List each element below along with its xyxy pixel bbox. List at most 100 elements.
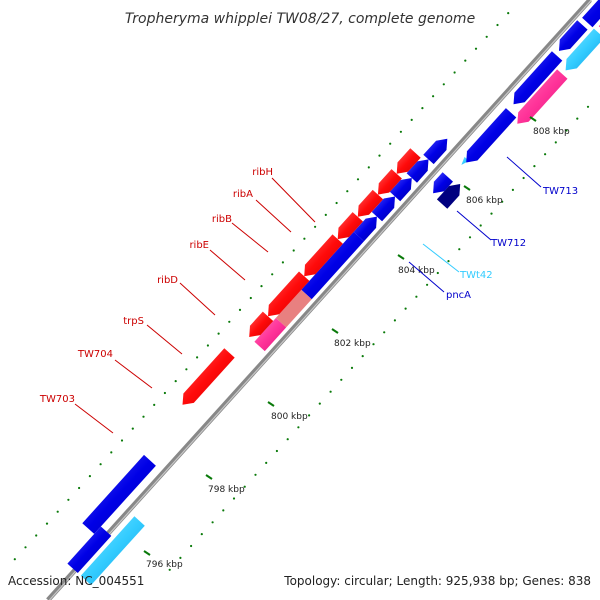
ring-dot <box>249 296 252 300</box>
ring-dot <box>361 355 364 358</box>
forward-gene-TW713[interactable] <box>513 51 563 105</box>
gene-label-TW703[interactable]: TW703 <box>39 394 75 405</box>
reverse-gene-trpS[interactable] <box>268 271 310 317</box>
ring-dot <box>367 166 370 169</box>
ring-dot <box>335 201 338 205</box>
reverse-gene-red-4[interactable] <box>337 212 363 240</box>
ring-dot <box>485 35 488 38</box>
ring-dot <box>410 118 413 121</box>
ring-dot <box>67 498 70 501</box>
ring-dot <box>496 23 499 27</box>
ring-dot <box>120 439 124 442</box>
gene-label-TW704[interactable]: TW704 <box>77 349 113 360</box>
ring-dot <box>565 129 568 132</box>
ring-dot <box>458 248 461 251</box>
ring-dot <box>35 534 38 537</box>
ring-dot <box>442 83 445 86</box>
ring-dot <box>56 510 59 513</box>
forward-gene-ribA[interactable] <box>406 159 429 183</box>
ring-dot <box>190 544 193 548</box>
ring-dot <box>45 522 49 525</box>
kbp-tick-5 <box>463 185 471 191</box>
ring-dot <box>383 331 386 334</box>
ring-dot <box>468 236 472 239</box>
ring-dot <box>286 438 289 441</box>
trna-TWt42[interactable] <box>461 156 469 165</box>
ring-dot <box>372 343 375 346</box>
reverse-gene-red-6[interactable] <box>377 169 402 195</box>
ring-dot <box>200 533 203 536</box>
forward-gene-ribH[interactable] <box>423 138 448 165</box>
ring-dot <box>576 117 579 120</box>
ring-dot <box>426 283 429 286</box>
gene-label-trpS[interactable]: trpS <box>123 316 144 327</box>
ring-dot <box>378 154 381 157</box>
ring-dot <box>185 368 188 371</box>
reverse-gene-red-7[interactable] <box>396 148 421 174</box>
gene-label-ribA[interactable]: ribA <box>233 189 253 200</box>
gene-label-TW712[interactable]: TW712 <box>490 238 526 249</box>
gene-label-TW713[interactable]: TW713 <box>542 186 578 197</box>
trna-upper[interactable] <box>565 28 600 71</box>
ring-dot <box>275 449 278 453</box>
forward-gene-faded[interactable] <box>275 289 312 328</box>
gene-label-pncA[interactable]: pncA <box>446 290 471 301</box>
gene-label-ribD[interactable]: ribD <box>157 275 178 286</box>
ring-dot <box>389 142 392 145</box>
ring-dot <box>222 509 225 512</box>
ring-dot <box>88 475 91 478</box>
ring-dot <box>447 260 450 263</box>
reverse-gene-red-1[interactable] <box>249 311 274 337</box>
forward-gene-pncA[interactable] <box>433 172 453 194</box>
forward-gene-ribD-trpS[interactable] <box>301 231 364 300</box>
trna-block-lower[interactable] <box>80 516 145 586</box>
ring-dot <box>522 176 525 180</box>
ring-dot <box>479 224 482 227</box>
kbp-tick-4 <box>397 254 405 260</box>
ring-dot <box>308 414 311 417</box>
gene-label-ribB[interactable]: ribB <box>212 214 232 225</box>
dark-gene-pncA[interactable] <box>436 184 461 209</box>
feature-track <box>67 0 600 586</box>
forward-gene-lower[interactable] <box>67 526 112 574</box>
ring-dot <box>281 261 284 264</box>
ring-dot <box>544 153 547 156</box>
ring-dot <box>110 451 113 454</box>
kbp-label-798: 798 kbp <box>208 485 245 495</box>
ring-dot <box>228 320 231 323</box>
forward-gene-TW712[interactable] <box>466 108 517 163</box>
ring-dot <box>196 356 199 359</box>
ring-dot <box>415 295 418 298</box>
forward-gene-ribB[interactable] <box>389 178 412 202</box>
ring-dot <box>238 308 242 311</box>
ring-dot <box>421 107 424 110</box>
reverse-gene-red-3[interactable] <box>304 234 343 277</box>
ring-dot <box>586 105 590 108</box>
forward-gene-block-1[interactable] <box>82 454 156 534</box>
reverse-gene-pink-TW713[interactable] <box>517 69 568 124</box>
ring-dot <box>533 165 536 168</box>
accession-text: Accession: NC_004551 <box>8 574 144 588</box>
forward-gene-pink-TW704[interactable] <box>254 318 287 352</box>
forward-gene-upper-1[interactable] <box>559 20 588 51</box>
ring-dot <box>432 95 435 98</box>
reverse-gene-red-5[interactable] <box>357 189 384 217</box>
kbp-tick-1 <box>205 474 213 480</box>
gene-label-ribH[interactable]: ribH <box>252 167 273 178</box>
ring-dot <box>271 273 274 276</box>
kbp-tick-0 <box>143 550 151 556</box>
ring-dot <box>490 212 493 215</box>
kbp-label-808: 808 kbp <box>533 127 570 137</box>
gene-label-ribE[interactable]: ribE <box>189 240 209 251</box>
forward-gene-ribE[interactable] <box>371 196 395 222</box>
kbp-tick-3 <box>331 328 339 334</box>
gene-label-TWt42[interactable]: TWt42 <box>459 270 493 281</box>
ring-dot <box>217 332 220 335</box>
forward-gene-upper-2[interactable] <box>582 0 600 28</box>
reverse-gene-TW703[interactable] <box>182 348 235 405</box>
forward-gene-ribD[interactable] <box>353 216 377 242</box>
ring-dot <box>404 307 407 310</box>
ring-dot <box>206 344 209 347</box>
